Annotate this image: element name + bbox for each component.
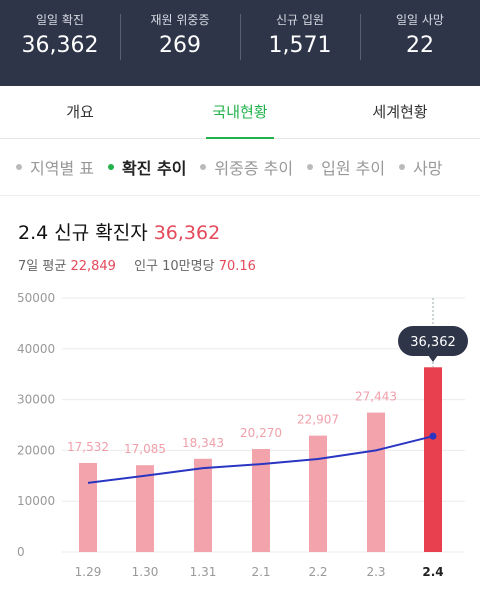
subtab-label: 사망 bbox=[413, 159, 443, 178]
stat-value: 22 bbox=[406, 33, 434, 58]
subtab-label: 확진 추이 bbox=[121, 159, 187, 178]
y-tick-label: 0 bbox=[17, 545, 25, 559]
stat-label: 신규 입원 bbox=[276, 13, 324, 27]
subtab-region-table[interactable]: 지역별 표 bbox=[16, 155, 94, 179]
stats-bar: 일일 확진 36,362 재원 위중증 269 신규 입원 1,571 일일 사… bbox=[0, 0, 480, 86]
x-tick-label: 1.30 bbox=[132, 565, 159, 579]
value-tooltip bbox=[398, 326, 468, 356]
bullet-dot bbox=[399, 164, 406, 170]
sub-tabs: 지역별 표 확진 추이 위중증 추이 입원 추이 사망 bbox=[0, 139, 480, 196]
x-tick-label: 1.29 bbox=[75, 565, 102, 579]
data-label: 20,270 bbox=[240, 426, 282, 440]
avg-label: 7일 평균 bbox=[18, 259, 67, 274]
subtab-label: 입원 추이 bbox=[321, 159, 386, 178]
subtab-label: 위중증 추이 bbox=[214, 159, 294, 178]
stat-label: 재원 위중증 bbox=[150, 13, 210, 27]
chart-title: 2.4 신규 확진자 36,362 bbox=[18, 218, 220, 245]
x-tick-label: 1.31 bbox=[190, 565, 217, 579]
y-tick-label: 30000 bbox=[17, 393, 55, 407]
chart-subtitle: 7일 평균 22,849 인구 10만명당 70.16 bbox=[18, 255, 256, 274]
subtab-critical-trend[interactable]: 위중증 추이 bbox=[200, 155, 293, 179]
y-tick-label: 40000 bbox=[17, 342, 55, 356]
stat-new-admissions: 신규 입원 1,571 bbox=[240, 0, 360, 86]
stat-daily-confirmed: 일일 확진 36,362 bbox=[0, 0, 120, 86]
bullet-dot bbox=[307, 164, 314, 170]
bar bbox=[367, 412, 385, 552]
bar bbox=[252, 449, 270, 552]
tab-domestic[interactable]: 국내현황 bbox=[160, 86, 320, 138]
y-tick-label: 50000 bbox=[17, 291, 55, 305]
per-capita-value: 70.16 bbox=[218, 259, 256, 274]
x-tick-label: 2.2 bbox=[308, 565, 327, 579]
stat-label: 일일 확진 bbox=[36, 13, 84, 27]
bullet-dot bbox=[107, 164, 114, 170]
average-line bbox=[87, 435, 434, 484]
data-label: 17,532 bbox=[67, 440, 109, 454]
stat-critical: 재원 위중증 269 bbox=[120, 0, 240, 86]
x-tick-label: 2.1 bbox=[251, 565, 270, 579]
stat-value: 36,362 bbox=[21, 33, 99, 58]
x-tick-label: 2.4 bbox=[422, 565, 443, 579]
value-tooltip-pointer bbox=[428, 355, 438, 362]
per-capita-label: 인구 10만명당 bbox=[134, 259, 215, 274]
bar bbox=[424, 367, 442, 552]
bar bbox=[194, 458, 212, 552]
subtab-admission-trend[interactable]: 입원 추이 bbox=[307, 155, 385, 179]
subtab-label: 지역별 표 bbox=[30, 159, 94, 178]
data-label: 22,907 bbox=[297, 413, 339, 427]
stat-label: 일일 사망 bbox=[396, 13, 444, 27]
chart-title-value: 36,362 bbox=[153, 222, 221, 244]
confirmed-trend-chart: 0 10000 20000 30000 40000 50000 17,532 17,085 18… bbox=[17, 291, 468, 579]
bar bbox=[79, 462, 97, 552]
bullet-dot bbox=[200, 164, 207, 170]
bullet-dot bbox=[16, 164, 22, 170]
y-tick-label: 20000 bbox=[17, 443, 55, 457]
subtab-death-trend[interactable]: 사망 bbox=[399, 155, 443, 179]
tab-world[interactable]: 세계현황 bbox=[372, 103, 428, 121]
data-label: 27,443 bbox=[355, 390, 397, 404]
tab-overview[interactable]: 개요 bbox=[66, 103, 94, 121]
bar bbox=[309, 435, 327, 552]
x-tick-label: 2.3 bbox=[366, 565, 385, 579]
bar bbox=[136, 465, 154, 552]
data-label: 17,085 bbox=[124, 442, 166, 456]
stat-value: 269 bbox=[159, 33, 201, 58]
stat-value: 1,571 bbox=[268, 33, 332, 58]
stat-daily-deaths: 일일 사망 22 bbox=[360, 0, 480, 86]
data-label: 18,343 bbox=[182, 436, 224, 450]
chart-title-text: 2.4 신규 확진자 bbox=[18, 222, 148, 244]
main-tabs: 개요 국내현황 세계현황 bbox=[0, 86, 480, 139]
subtab-confirmed-trend[interactable]: 확진 추이 bbox=[107, 155, 187, 179]
avg-value: 22,849 bbox=[70, 259, 116, 274]
y-tick-label: 10000 bbox=[17, 494, 55, 508]
average-line-point bbox=[429, 432, 437, 440]
value-tooltip-text: 36,362 bbox=[410, 335, 456, 350]
